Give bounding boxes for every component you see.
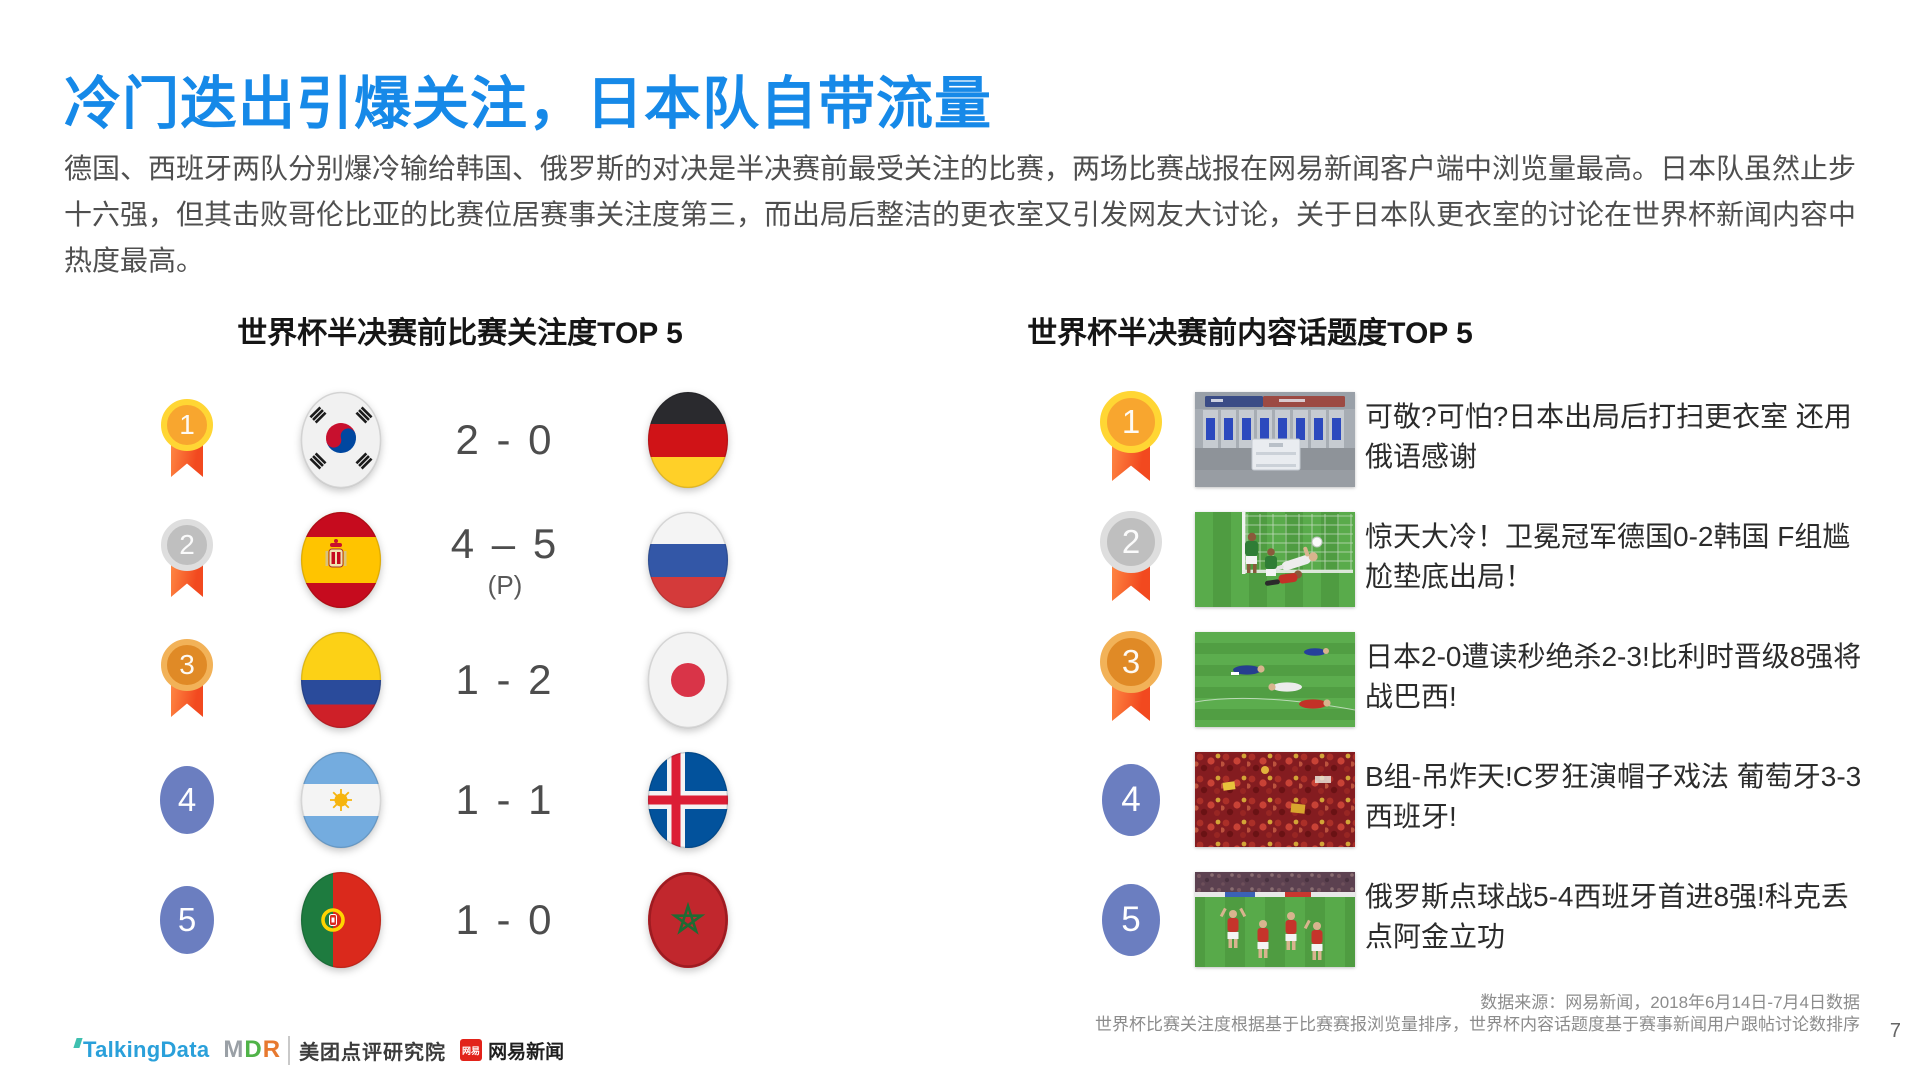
score: 4 – 5 (P) — [450, 519, 560, 600]
morocco-flag-icon — [648, 872, 728, 968]
page-number: 7 — [1889, 1020, 1901, 1042]
score: 2 - 0 — [455, 416, 555, 463]
rank-number: 5 — [1121, 900, 1141, 939]
rank-number: 5 — [177, 901, 197, 938]
rank-number: 1 — [1121, 403, 1141, 440]
talkingdata-logo: TalkingData — [73, 1037, 209, 1063]
headline-text: 可敬?可怕?日本出局后打扫更衣室 还用俄语感谢 — [1365, 401, 1852, 472]
germany-flag-icon — [647, 391, 729, 489]
netease-badge-icon: 网易 — [460, 1039, 483, 1061]
rank-5-badge: 5 — [1102, 884, 1160, 956]
spain-flag-icon — [300, 511, 382, 609]
left-panel-title: 世界杯半决赛前比赛关注度TOP 5 — [237, 317, 683, 350]
data-source-line2: 世界杯比赛关注度根据基于比赛赛报浏览量排序，世界杯内容话题度基于赛事新闻用户跟帖… — [1095, 1015, 1860, 1034]
score: 1 - 1 — [455, 776, 555, 823]
goal-scene-thumbnail — [1195, 512, 1355, 607]
data-source-line1: 数据来源：网易新闻，2018年6月14日-7月4日数据 — [1480, 993, 1860, 1012]
topic-row-1: 1 — [0, 391, 1921, 489]
meituan-research-label: 美团点评研究院 — [288, 1035, 446, 1065]
match-row-5: 5 1 - 0 — [0, 871, 1921, 969]
rank-5-badge: 5 — [160, 886, 214, 954]
rank-number: 3 — [1121, 643, 1141, 680]
silver-medal-icon: 2 — [1100, 511, 1162, 601]
match-row-2: 2 4 – 5 (P) — [0, 511, 1921, 609]
match-row-1: 1 2 - 0 — [0, 391, 1921, 489]
bronze-medal-icon: 3 — [161, 639, 213, 717]
headline-text: 惊天大冷！卫冕冠军德国0-2韩国 F组尴尬垫底出局！ — [1365, 521, 1851, 592]
crowd-thumbnail — [1195, 752, 1355, 847]
headline-text: B组-吊炸天!C罗狂演帽子戏法 葡萄牙3-3西班牙! — [1365, 761, 1862, 832]
topic-row-2: 2 — [0, 511, 1921, 609]
score: 1 - 0 — [455, 896, 555, 943]
rank-number: 3 — [179, 649, 195, 680]
topic-row-4: 4 B组-吊炸天!C罗狂演帽子戏法 葡萄牙3-3西班牙! — [0, 751, 1921, 849]
score: 1 - 2 — [455, 656, 555, 703]
match-row-3: 3 1 - 2 — [0, 631, 1921, 729]
rank-number: 4 — [1121, 780, 1141, 819]
silver-medal-icon: 2 — [161, 519, 213, 597]
iceland-flag-icon — [647, 751, 729, 849]
talkingdata-tick-icon — [73, 1038, 83, 1048]
right-panel-title: 世界杯半决赛前内容话题度TOP 5 — [1027, 317, 1473, 350]
rank-4-badge: 4 — [1102, 764, 1160, 836]
gold-medal-icon: 1 — [1100, 391, 1162, 481]
topic-row-5: 5 — [0, 871, 1921, 969]
mdr-logo: M D R 美团点评研究院 — [223, 1035, 447, 1065]
footer-logos: TalkingData M D R 美团点评研究院 网易 网易新闻 — [73, 1035, 564, 1065]
bronze-medal-icon: 3 — [1100, 631, 1162, 721]
russia-flag-icon — [647, 511, 729, 609]
match-row-4: 4 1 - 1 — [0, 751, 1921, 849]
celebration-thumbnail — [1195, 872, 1355, 967]
headline-text: 俄罗斯点球战5-4西班牙首进8强!科克丢点阿金立功 — [1365, 881, 1849, 952]
rank-number: 2 — [179, 529, 195, 560]
portugal-flag-icon — [300, 871, 382, 969]
locker-room-thumbnail — [1195, 392, 1355, 487]
rank-number: 2 — [1121, 523, 1141, 560]
dejected-players-thumbnail — [1195, 632, 1355, 727]
south-korea-flag-icon — [300, 391, 382, 489]
rank-4-badge: 4 — [160, 766, 214, 834]
intro-paragraph: 德国、西班牙两队分别爆冷输给韩国、俄罗斯的对决是半决赛前最受关注的比赛，两场比赛… — [64, 153, 1857, 276]
rank-number: 4 — [177, 781, 197, 818]
rank-number: 1 — [179, 409, 195, 440]
topic-row-3: 3 日本2-0遭读秒绝杀2-3! — [0, 631, 1921, 729]
penalty-note: (P) — [487, 569, 523, 600]
gold-medal-icon: 1 — [161, 399, 213, 477]
argentina-flag-icon — [300, 751, 382, 849]
page-title: 冷门迭出引爆关注，日本队自带流量 — [64, 72, 992, 136]
japan-flag-icon — [647, 631, 729, 729]
colombia-flag-icon — [300, 631, 382, 729]
headline-text: 日本2-0遭读秒绝杀2-3!比利时晋级8强将战巴西! — [1365, 641, 1862, 712]
netease-news-logo: 网易 网易新闻 — [460, 1037, 564, 1064]
